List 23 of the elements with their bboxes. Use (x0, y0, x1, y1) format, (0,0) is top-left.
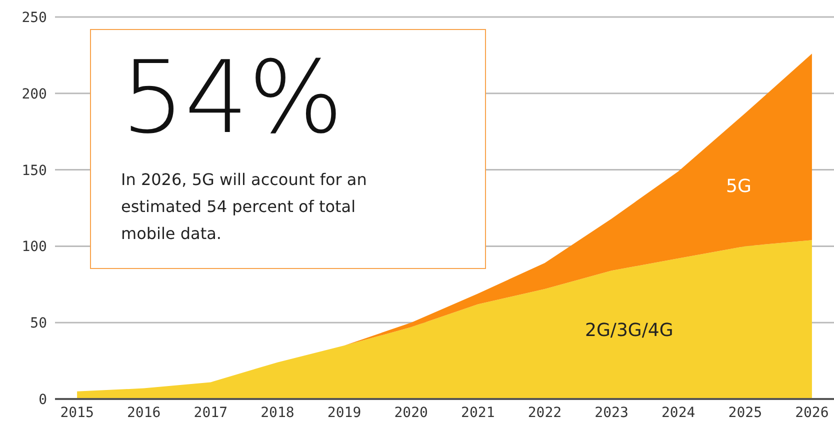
y-tick-label: 0 (38, 392, 47, 408)
y-tick-label: 100 (22, 239, 47, 256)
x-tick-label: 2015 (60, 404, 94, 421)
x-tick-label: 2022 (528, 404, 562, 421)
x-tick-label: 2023 (594, 404, 628, 421)
x-tick-label: 2020 (394, 404, 428, 421)
x-tick-label: 2025 (728, 404, 762, 421)
y-tick-label: 250 (22, 10, 47, 26)
x-tick-label: 2026 (795, 404, 829, 421)
series-label: 5G (726, 176, 752, 197)
x-tick-label: 2021 (461, 404, 495, 421)
y-tick-label: 200 (22, 86, 47, 102)
annotation: 54% (121, 39, 344, 156)
y-tick-label: 150 (22, 162, 47, 179)
x-tick-label: 2016 (126, 404, 161, 421)
callout-box: 54% In 2026, 5G will account for an estimated 54 percent of total mobile data. (90, 29, 486, 269)
x-tick-label: 2024 (661, 404, 696, 421)
x-tick-label: 2018 (260, 404, 294, 421)
annotation: In 2026, 5G will account for an estimated 54 percent of total mobile data. (121, 169, 368, 245)
series-label: 2G/3G/4G (585, 320, 674, 341)
y-tick-label: 50 (30, 316, 47, 332)
x-tick-label: 2017 (194, 404, 228, 421)
x-tick-label: 2019 (327, 404, 362, 421)
